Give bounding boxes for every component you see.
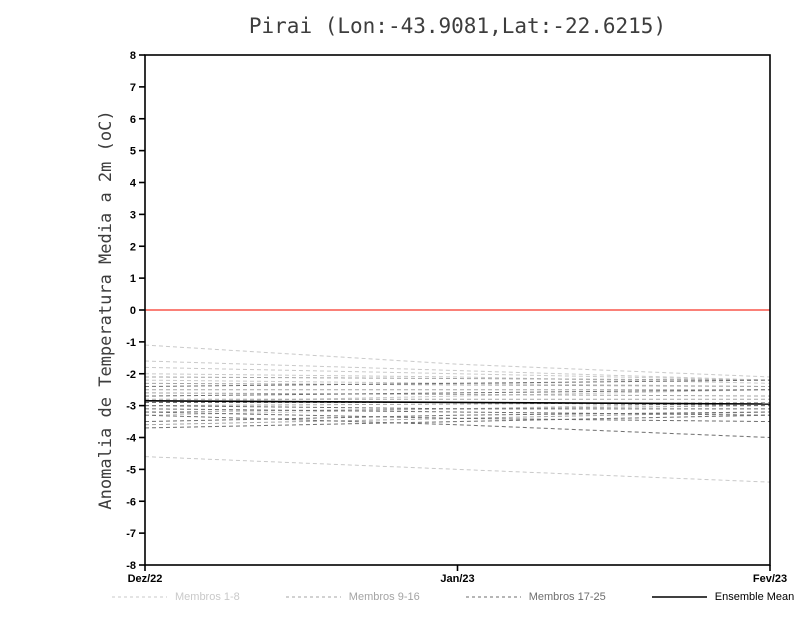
legend-item-membros-9-16: Membros 9-16 xyxy=(285,591,420,603)
legend-line-sample xyxy=(112,596,167,598)
ensemble-member-line xyxy=(145,401,771,407)
ensemble-member-line xyxy=(144,344,771,378)
ensemble-member-line xyxy=(144,389,771,397)
y-tick-label: 0 xyxy=(130,305,136,317)
x-tick-label: Dez/22 xyxy=(128,573,163,585)
legend-item-ensemble-mean: Ensemble Mean xyxy=(651,591,795,603)
y-tick-label: 2 xyxy=(130,241,136,253)
y-tick-label: -4 xyxy=(126,433,137,445)
ensemble-mean-line xyxy=(144,400,771,405)
ensemble-member-line xyxy=(144,411,771,423)
x-tick-label: Jan/23 xyxy=(440,573,474,585)
y-tick-label: 5 xyxy=(130,146,136,158)
legend-label: Membros 9-16 xyxy=(348,591,420,603)
legend-line-sample xyxy=(651,596,707,598)
ensemble-member-line xyxy=(144,382,771,387)
y-tick-label: 8 xyxy=(130,50,136,62)
y-tick-label: -8 xyxy=(126,560,136,572)
ensemble-member-line xyxy=(144,373,771,384)
ensemble-member-line xyxy=(144,389,771,403)
legend-label: Membros 17-25 xyxy=(528,591,606,603)
legend-label: Membros 1-8 xyxy=(175,591,240,603)
ensemble-member-line xyxy=(144,405,770,410)
ensemble-member-line xyxy=(144,414,771,429)
y-tick-label: 3 xyxy=(130,209,136,221)
legend: Membros 1-8 Membros 9-16 Membros 17-25 E… xyxy=(112,591,794,603)
ensemble-member-line xyxy=(144,411,771,423)
legend-line-sample xyxy=(285,596,341,598)
ensemble-member-line xyxy=(144,456,771,483)
ensemble-member-line xyxy=(144,366,771,381)
y-tick-label: 6 xyxy=(130,114,136,126)
y-tick-label: -2 xyxy=(126,369,136,381)
y-tick-label: 4 xyxy=(130,178,137,190)
ensemble-member-line xyxy=(144,379,771,387)
ensemble-member-line xyxy=(144,392,771,397)
ensemble-member-line xyxy=(144,376,771,381)
y-tick-label: -7 xyxy=(126,528,136,540)
y-tick-label: 1 xyxy=(130,273,136,285)
y-tick-label: -6 xyxy=(126,496,136,508)
ensemble-member-line xyxy=(144,379,771,387)
ensemble-member-line xyxy=(144,408,771,416)
legend-label: Ensemble Mean xyxy=(714,591,795,603)
legend-line-sample xyxy=(465,596,521,598)
y-tick-label: 7 xyxy=(130,82,136,94)
ensemble-member-line xyxy=(144,405,771,413)
y-tick-label: -1 xyxy=(126,337,136,349)
ensemble-member-line xyxy=(144,360,771,381)
legend-item-membros-17-25: Membros 17-25 xyxy=(465,591,606,603)
legend-item-membros-1-8: Membros 1-8 xyxy=(112,591,240,603)
x-tick-label: Fev/23 xyxy=(753,573,787,585)
chart-title: Pirai (Lon:-43.9081,Lat:-22.6215) xyxy=(248,14,667,38)
y-tick-label: -3 xyxy=(126,401,136,413)
ensemble-member-line xyxy=(144,414,771,438)
y-tick-label: -5 xyxy=(126,464,136,476)
